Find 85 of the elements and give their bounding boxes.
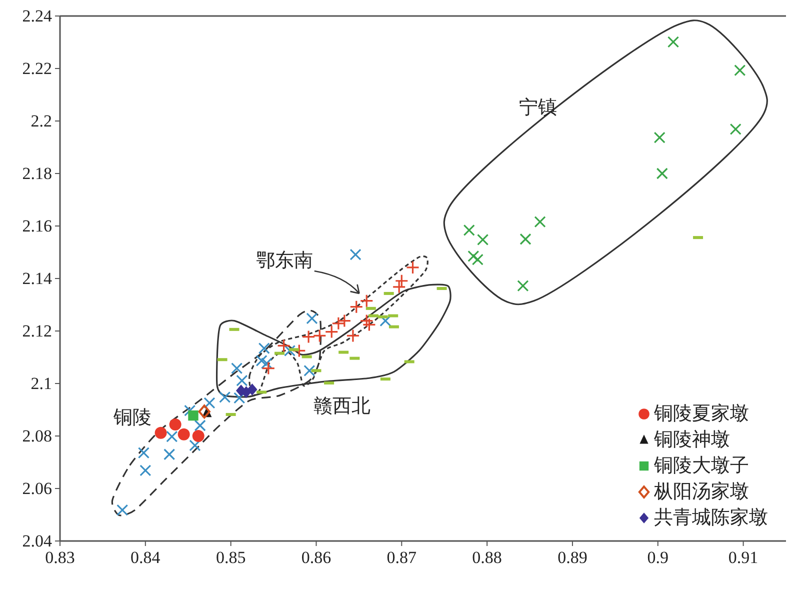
point <box>204 397 216 409</box>
y-tick-label: 2.04 <box>22 532 52 550</box>
x-tick-label: 0.83 <box>45 548 75 567</box>
point <box>332 316 346 330</box>
annotation: 赣西北 <box>313 396 370 418</box>
point <box>734 64 746 76</box>
legend-label: 铜陵夏家墩 <box>653 402 749 424</box>
point <box>468 250 480 262</box>
y-tick-label: 2.12 <box>22 322 52 340</box>
point <box>312 328 326 343</box>
legend-label: 铜陵神墩 <box>653 430 730 450</box>
point <box>231 362 243 374</box>
point <box>154 426 167 439</box>
point <box>360 294 374 308</box>
point <box>260 357 272 370</box>
point <box>338 314 352 328</box>
point <box>306 312 318 324</box>
point <box>169 418 182 430</box>
point <box>476 234 489 246</box>
annotation: 鄂东南 <box>256 250 313 272</box>
point <box>534 216 546 228</box>
legend-label: 共青城陈家墩 <box>654 506 768 528</box>
x-tick-label: 0.9 <box>647 548 669 567</box>
x-tick-label: 0.87 <box>386 548 418 567</box>
point <box>463 224 475 236</box>
y-tick-label: 2.08 <box>22 426 52 446</box>
point <box>192 430 204 442</box>
y-tick-label: 2.16 <box>22 216 52 236</box>
point <box>302 330 316 344</box>
point <box>406 260 420 274</box>
point <box>236 374 248 386</box>
x-tick-label: 0.89 <box>558 548 588 567</box>
point <box>730 123 742 135</box>
point <box>346 328 360 343</box>
y-tick-label: 2.14 <box>22 269 52 288</box>
point <box>164 448 176 460</box>
point <box>350 300 364 314</box>
point <box>188 410 198 421</box>
y-tick-label: 2.1 <box>30 374 52 393</box>
y-tick-label: 2.24 <box>22 6 52 26</box>
point <box>520 233 532 245</box>
point <box>116 504 128 516</box>
point <box>517 280 529 292</box>
annotation: 宁镇 <box>518 96 557 119</box>
point <box>194 420 206 432</box>
point <box>362 318 376 332</box>
x-tick-label: 0.86 <box>301 548 332 567</box>
x-tick-label: 0.88 <box>472 548 502 567</box>
x-tick-label: 0.85 <box>216 548 246 567</box>
point <box>256 354 268 366</box>
point <box>276 338 291 352</box>
y-tick-label: 2.22 <box>22 59 52 78</box>
y-tick-label: 2.2 <box>30 112 52 130</box>
point <box>178 428 190 440</box>
point <box>360 314 374 328</box>
point <box>292 344 306 358</box>
point <box>262 361 276 376</box>
point <box>189 440 201 452</box>
legend-label: 枞阳汤家墩 <box>653 480 749 502</box>
point <box>247 384 258 396</box>
point <box>184 404 196 416</box>
point <box>258 342 270 354</box>
annotation: 铜陵 <box>112 407 152 428</box>
x-tick-label: 0.91 <box>728 548 758 567</box>
y-tick-label: 2.06 <box>22 479 52 498</box>
point <box>350 248 362 260</box>
legend-label: 铜陵大墩子 <box>653 456 749 476</box>
point <box>166 430 178 442</box>
point <box>304 364 316 376</box>
point <box>219 391 231 403</box>
point <box>392 280 406 294</box>
point <box>284 344 296 356</box>
point <box>198 404 210 419</box>
point <box>656 168 668 180</box>
point <box>380 314 392 327</box>
point <box>234 392 246 404</box>
point <box>667 36 680 48</box>
point <box>394 274 408 288</box>
point <box>140 464 152 476</box>
point <box>654 132 666 144</box>
point <box>138 447 150 459</box>
x-tick-label: 0.84 <box>130 548 161 567</box>
point <box>324 324 338 339</box>
point <box>472 254 484 266</box>
y-tick-label: 2.18 <box>22 164 52 183</box>
